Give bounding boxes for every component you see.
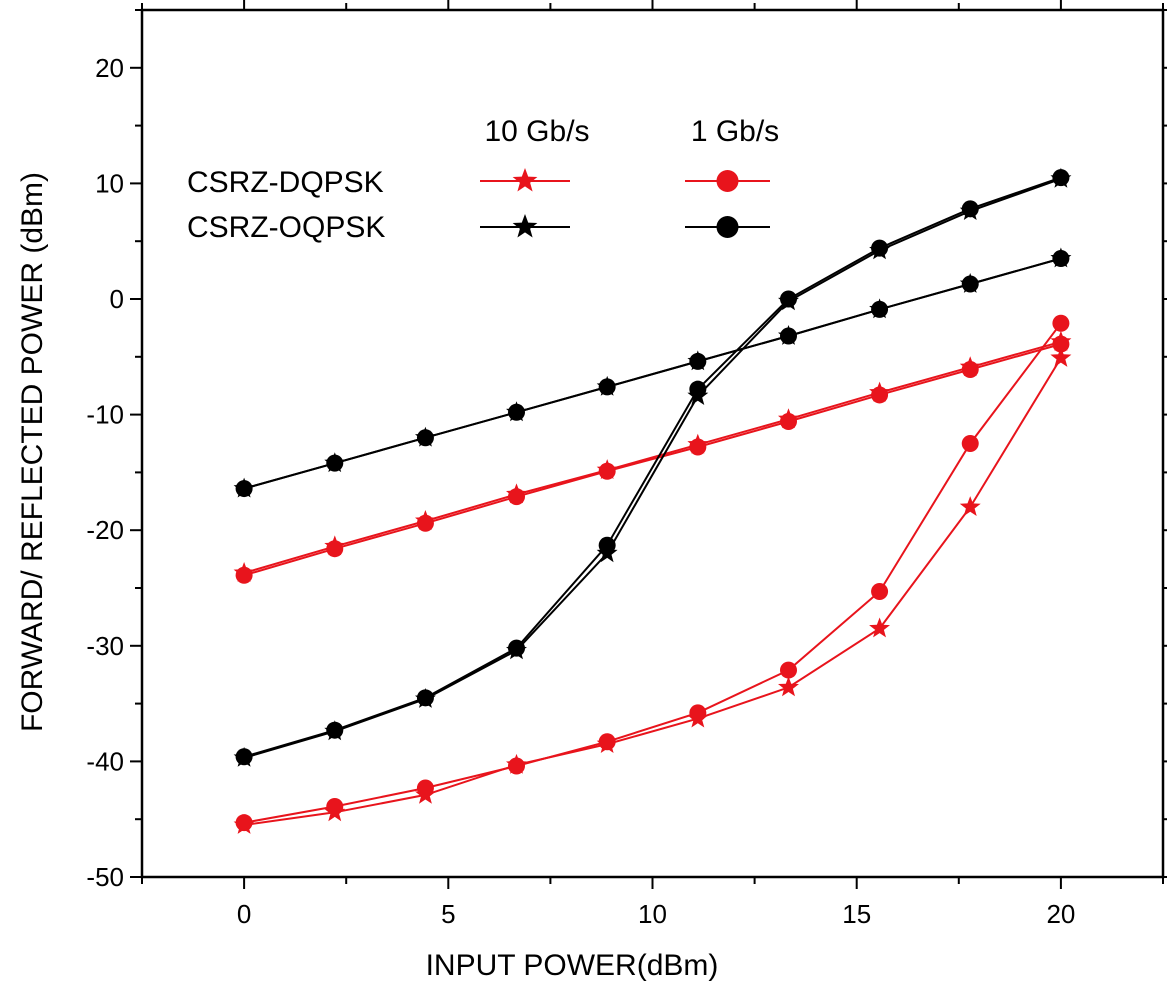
x-tick-label: 5 [441, 899, 455, 929]
y-tick-label: -40 [86, 746, 124, 776]
circle-marker [871, 582, 889, 600]
series-2 [233, 347, 1072, 834]
x-tick-label: 10 [638, 899, 667, 929]
series-5 [235, 250, 1070, 498]
x-axis-label: INPUT POWER(dBm) [426, 949, 719, 982]
circle-marker [779, 290, 797, 308]
y-tick-label: -30 [86, 631, 124, 661]
legend: 10 Gb/s 1 Gb/s CSRZ-DQPSK CSRZ-OQPSK [187, 115, 779, 244]
series-7 [235, 169, 1070, 766]
x-tick-label: 0 [237, 899, 251, 929]
circle-marker [416, 514, 434, 532]
circle-marker [235, 566, 253, 584]
circle-marker [689, 438, 707, 456]
series-line [243, 343, 1062, 577]
circle-marker [871, 239, 889, 257]
circle-marker [508, 757, 526, 775]
y-tick-label: -50 [86, 862, 124, 892]
legend-circle-marker [716, 216, 739, 238]
circle-marker [779, 413, 797, 431]
x-tick-label: 15 [842, 899, 871, 929]
circle-marker [235, 748, 253, 766]
circle-marker [1052, 314, 1070, 332]
star-marker [1050, 347, 1072, 367]
circle-marker [598, 378, 616, 396]
circle-marker [326, 454, 344, 472]
legend-col-header-10gbps: 10 Gb/s [484, 115, 589, 148]
series-layer [233, 167, 1072, 834]
circle-marker [416, 689, 434, 707]
circle-marker [961, 361, 979, 379]
series-line [243, 322, 1062, 824]
legend-star-marker [512, 168, 538, 192]
circle-marker [689, 380, 707, 398]
circle-marker [961, 200, 979, 218]
circle-marker [871, 386, 889, 404]
circle-marker [779, 327, 797, 345]
circle-marker [326, 721, 344, 739]
circle-marker [961, 435, 979, 452]
circle-marker [235, 480, 253, 498]
y-tick-label: 10 [95, 168, 124, 198]
y-tick-label: -20 [86, 515, 124, 545]
y-tick-label: 0 [110, 284, 124, 314]
circle-marker [871, 300, 889, 318]
circle-marker [961, 275, 979, 293]
legend-symbol [480, 168, 570, 192]
star-marker [869, 617, 890, 638]
series-line [243, 357, 1062, 826]
y-tick-label: -10 [86, 400, 124, 430]
circle-marker [416, 779, 434, 797]
circle-marker [326, 540, 344, 558]
circle-marker [508, 639, 526, 657]
circle-marker [508, 403, 526, 421]
star-marker [959, 496, 981, 516]
y-tick-label: 20 [95, 53, 124, 83]
series-line [243, 257, 1062, 490]
legend-star-marker [512, 214, 538, 238]
circle-marker [689, 704, 707, 722]
series-1 [235, 335, 1070, 584]
circle-marker [598, 733, 616, 751]
circle-marker [689, 352, 707, 370]
series-line [243, 340, 1062, 574]
circle-marker [598, 536, 616, 554]
circle-marker [1052, 169, 1070, 187]
legend-symbol [685, 216, 770, 238]
circle-marker [235, 814, 253, 832]
legend-row-dqpsk: CSRZ-DQPSK [187, 166, 384, 199]
circle-marker [598, 462, 616, 480]
series-line [243, 177, 1062, 759]
legend-row-oqpsk: CSRZ-OQPSK [187, 211, 385, 244]
legend-col-header-1gbps: 1 Gb/s [691, 115, 779, 148]
y-axis-label: FORWARD/ REFLECTED POWER (dBm) [16, 172, 49, 732]
series-3 [235, 314, 1070, 832]
star-marker [778, 676, 799, 697]
circle-marker [1052, 335, 1070, 353]
x-tick-label: 20 [1046, 899, 1075, 929]
legend-circle-marker [716, 170, 739, 192]
circle-marker [779, 661, 797, 679]
circle-marker [508, 488, 526, 506]
legend-symbol [685, 170, 770, 192]
circle-marker [326, 797, 344, 815]
circle-marker [416, 429, 434, 447]
circle-marker [1052, 250, 1070, 268]
series-line [243, 176, 1062, 758]
legend-symbol [480, 214, 570, 238]
axes: 0 5 10 15 20 -50 -40 -30 -20 -10 0 10 20 [86, 0, 1167, 929]
